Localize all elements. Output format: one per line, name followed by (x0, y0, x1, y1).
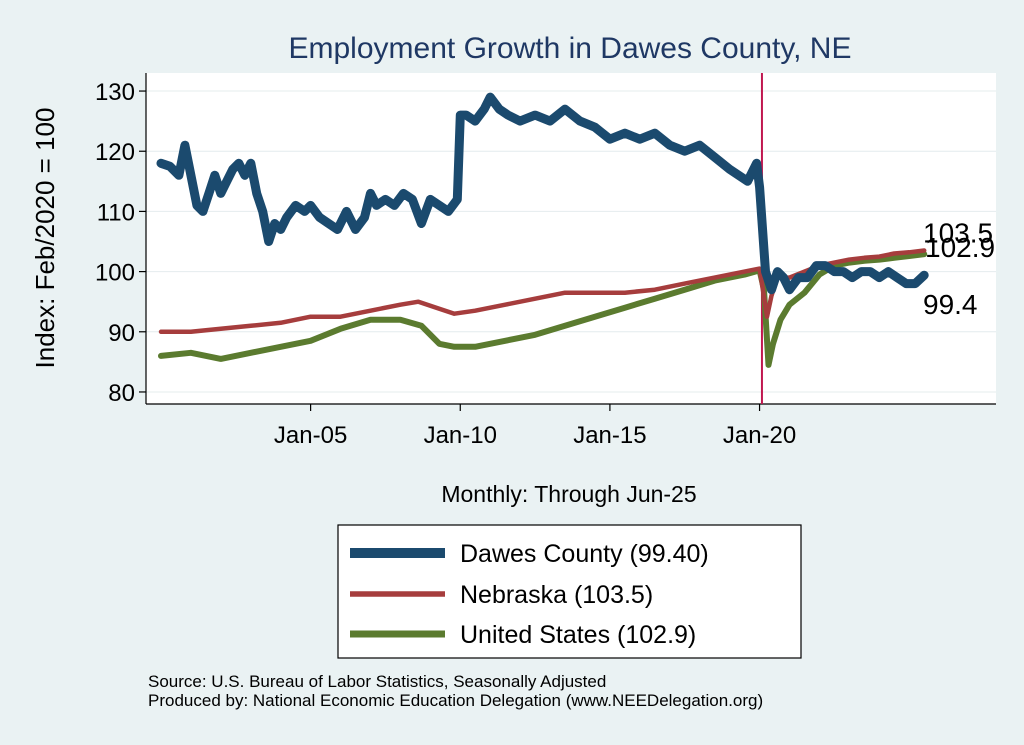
producer-line: Produced by: National Economic Education… (148, 691, 764, 710)
x-tick-label-Jan-10: Jan-10 (424, 422, 497, 449)
legend-label-2: United States (102.9) (460, 621, 696, 649)
plot-area (146, 73, 996, 404)
legend-label-0: Dawes County (99.40) (460, 540, 709, 568)
legend-label-1: Nebraska (103.5) (460, 581, 653, 609)
x-tick-label-Jan-15: Jan-15 (573, 422, 646, 449)
x-tick-label-Jan-05: Jan-05 (274, 422, 347, 449)
series-line-dawes-county (156, 92, 929, 295)
y-tick-label-90: 90 (108, 320, 135, 347)
end-label-dawes-county: 99.4 (923, 289, 978, 320)
series-lines (156, 92, 929, 368)
y-tick-label-120: 120 (95, 139, 135, 166)
series-line-nebraska (158, 248, 927, 335)
legend: Dawes County (99.40) Nebraska (103.5) Unit… (350, 540, 709, 649)
y-axis-label: Index: Feb/2020 = 100 (30, 108, 60, 369)
y-tick-label-130: 130 (95, 79, 135, 106)
y-ticks: 80 90 100 110 120 130 (95, 79, 146, 407)
y-tick-label-100: 100 (95, 260, 135, 287)
y-tick-label-80: 80 (108, 380, 135, 407)
end-label-united-states: 102.9 (925, 232, 995, 263)
end-label-nebraska: 103.5 (923, 218, 993, 249)
axes (145, 73, 996, 405)
y-tick-label-110: 110 (97, 199, 135, 226)
x-ticks: Jan-05 Jan-10 Jan-15 Jan-20 (274, 404, 796, 449)
x-tick-label-Jan-20: Jan-20 (723, 422, 796, 449)
series-line-united-states (158, 251, 928, 368)
source-note: Source: U.S. Bureau of Labor Statistics,… (148, 672, 763, 710)
chart-title: Employment Growth in Dawes County, NE (289, 32, 852, 65)
source-line: Source: U.S. Bureau of Labor Statistics,… (148, 672, 607, 691)
x-axis-label: Monthly: Through Jun-25 (441, 481, 696, 507)
